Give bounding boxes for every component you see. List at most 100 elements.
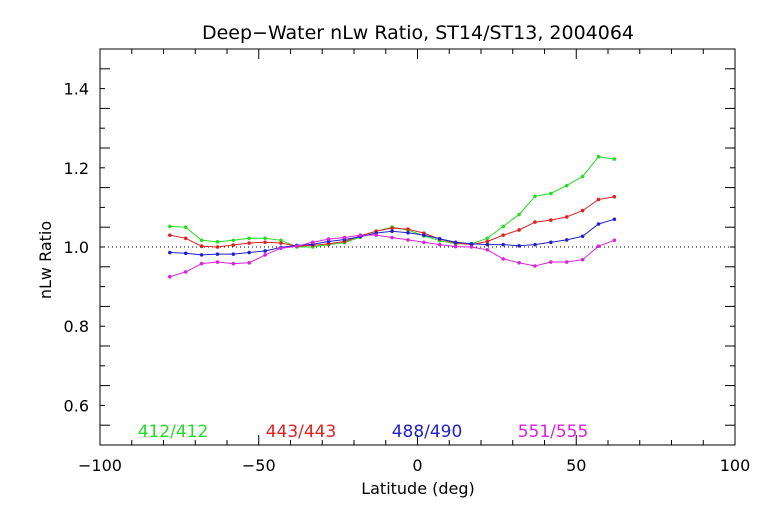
data-point: [231, 243, 236, 247]
data-point: [517, 228, 521, 232]
data-point: [549, 191, 553, 196]
data-point: [215, 240, 220, 244]
data-point: [326, 237, 331, 241]
legend: 412/412 443/443 488/490 551/555: [138, 422, 589, 442]
data-point: [612, 157, 617, 161]
data-point: [279, 241, 283, 245]
x-axis-label: Latitude (deg): [361, 479, 475, 498]
data-point: [564, 238, 569, 242]
x-tick-label: 50: [566, 456, 586, 475]
plot-frame: [99, 48, 736, 446]
legend-label: 443/443: [266, 422, 337, 442]
data-point: [485, 236, 490, 241]
data-point: [580, 257, 585, 262]
y-tick-label: 1.2: [64, 159, 89, 178]
data-point: [469, 242, 474, 246]
data-point: [183, 251, 188, 256]
series-group: [168, 154, 617, 279]
series-line-0: [169, 156, 615, 248]
data-point: [231, 238, 236, 243]
data-point: [533, 264, 537, 268]
data-point: [533, 242, 537, 247]
data-point: [453, 240, 458, 245]
data-point: [199, 244, 204, 249]
data-point: [279, 246, 283, 250]
data-point: [183, 236, 188, 241]
data-point: [390, 235, 394, 240]
data-point: [199, 253, 204, 257]
y-tick-label: 0.6: [64, 396, 89, 415]
data-point: [612, 217, 617, 222]
data-point: [358, 233, 363, 237]
legend-label: 488/490: [392, 422, 463, 442]
data-point: [580, 208, 585, 213]
x-tick-label: 100: [720, 456, 751, 475]
data-point: [564, 183, 569, 188]
data-point: [263, 236, 267, 241]
data-point: [406, 238, 410, 242]
data-point: [422, 240, 426, 245]
data-point: [231, 261, 236, 266]
data-point: [469, 245, 474, 249]
data-point: [390, 229, 394, 233]
chart-title: Deep−Water nLw Ratio, ST14/ST13, 2004064: [202, 22, 634, 44]
data-point: [453, 244, 458, 249]
data-point: [596, 154, 601, 159]
data-point: [517, 261, 521, 265]
data-point: [580, 174, 585, 179]
data-point: [533, 220, 537, 224]
data-point: [183, 225, 188, 229]
x-tick-label: 0: [412, 456, 422, 475]
data-point: [406, 230, 410, 235]
data-point: [596, 222, 601, 226]
data-point: [279, 238, 283, 243]
x-tick-label: −50: [242, 456, 276, 475]
legend-label: 412/412: [138, 422, 209, 442]
data-point: [612, 238, 617, 243]
data-point: [612, 194, 617, 199]
axis-tick-labels: −100 −50 0 50 100 0.6 0.8 1.0 1.2 1.4: [64, 80, 751, 475]
series-line-3: [169, 234, 615, 278]
data-point: [247, 250, 252, 255]
data-point: [247, 236, 252, 241]
data-point: [422, 233, 426, 237]
data-point: [390, 226, 394, 230]
y-tick-label: 1.4: [64, 80, 89, 99]
data-point: [406, 227, 410, 231]
data-point: [342, 235, 347, 240]
data-point: [549, 240, 553, 245]
data-point: [247, 241, 252, 245]
y-tick-label: 0.8: [64, 317, 89, 336]
data-point: [247, 261, 252, 265]
data-point: [501, 257, 506, 261]
data-point: [437, 236, 442, 241]
data-point: [485, 239, 490, 244]
data-point: [199, 261, 204, 266]
data-point: [517, 212, 521, 217]
data-point: [564, 215, 569, 219]
data-point: [501, 233, 506, 237]
y-tick-label: 1.0: [64, 238, 89, 257]
data-point: [310, 240, 315, 245]
legend-label: 551/555: [518, 422, 589, 442]
data-point: [374, 233, 379, 237]
data-point: [564, 260, 569, 264]
data-point: [215, 252, 220, 256]
data-point: [199, 238, 204, 243]
data-point: [533, 194, 537, 199]
data-point: [501, 242, 506, 247]
data-point: [549, 260, 553, 264]
data-point: [295, 244, 299, 249]
data-point: [168, 233, 172, 237]
data-point: [231, 252, 236, 256]
data-point: [580, 234, 585, 239]
data-point: [437, 242, 442, 247]
data-point: [168, 224, 172, 229]
data-point: [517, 244, 521, 248]
data-point: [215, 260, 220, 264]
axis-ticks: [99, 48, 736, 446]
data-point: [263, 249, 267, 253]
data-point: [263, 240, 267, 245]
y-axis-label: nLw Ratio: [36, 221, 55, 299]
